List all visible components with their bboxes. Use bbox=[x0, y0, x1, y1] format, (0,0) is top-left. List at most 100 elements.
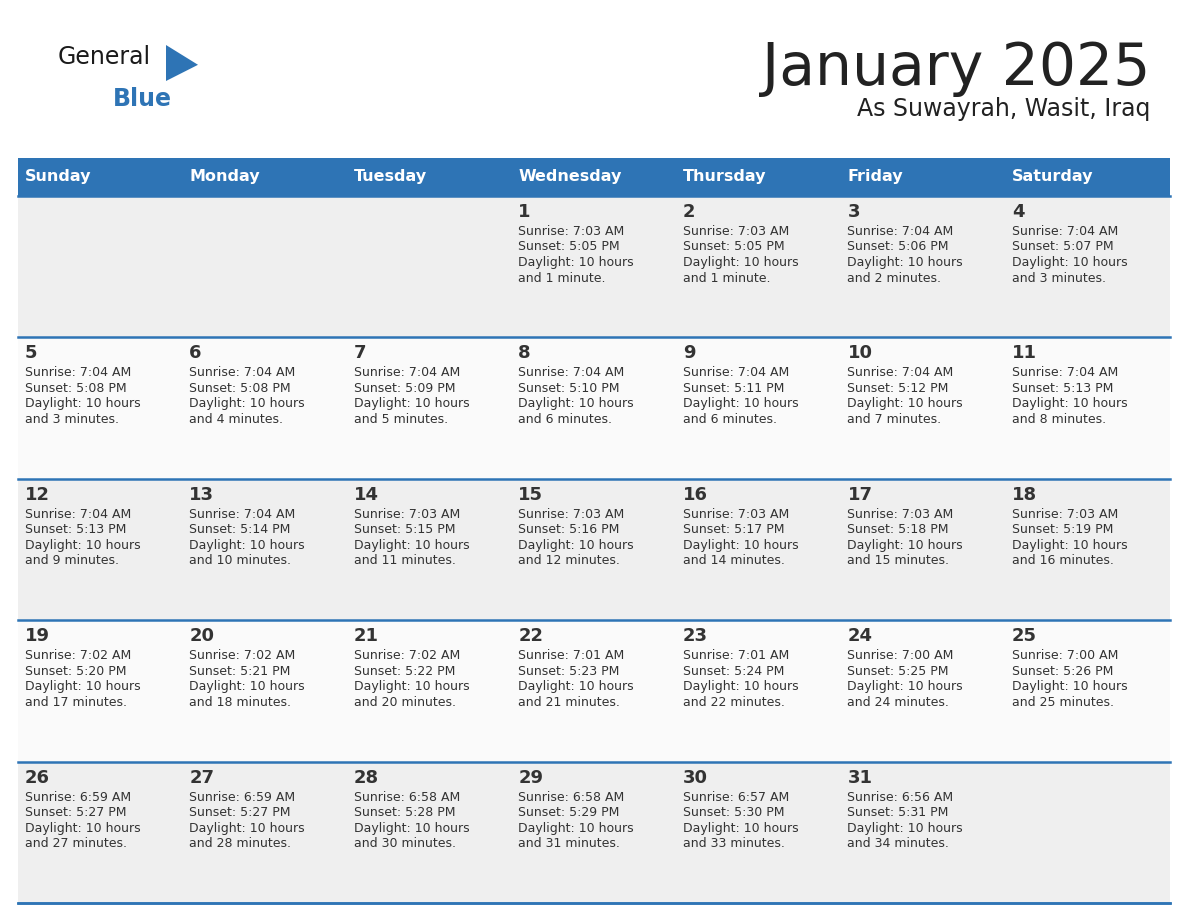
Text: Daylight: 10 hours: Daylight: 10 hours bbox=[25, 680, 140, 693]
Text: Sunrise: 7:04 AM: Sunrise: 7:04 AM bbox=[683, 366, 789, 379]
Text: and 27 minutes.: and 27 minutes. bbox=[25, 837, 127, 850]
Text: and 2 minutes.: and 2 minutes. bbox=[847, 272, 941, 285]
Text: and 7 minutes.: and 7 minutes. bbox=[847, 413, 942, 426]
Text: and 6 minutes.: and 6 minutes. bbox=[683, 413, 777, 426]
Text: and 33 minutes.: and 33 minutes. bbox=[683, 837, 785, 850]
Text: Daylight: 10 hours: Daylight: 10 hours bbox=[189, 822, 305, 834]
Text: Daylight: 10 hours: Daylight: 10 hours bbox=[189, 680, 305, 693]
Bar bbox=[18, 479, 1170, 621]
Text: Daylight: 10 hours: Daylight: 10 hours bbox=[847, 256, 963, 269]
Text: Sunrise: 7:04 AM: Sunrise: 7:04 AM bbox=[189, 508, 296, 521]
Text: Sunrise: 7:02 AM: Sunrise: 7:02 AM bbox=[25, 649, 131, 662]
Text: Sunset: 5:07 PM: Sunset: 5:07 PM bbox=[1012, 241, 1113, 253]
Text: and 16 minutes.: and 16 minutes. bbox=[1012, 554, 1114, 567]
Text: and 18 minutes.: and 18 minutes. bbox=[189, 696, 291, 709]
Text: Daylight: 10 hours: Daylight: 10 hours bbox=[683, 256, 798, 269]
Text: 29: 29 bbox=[518, 768, 543, 787]
Text: Tuesday: Tuesday bbox=[354, 170, 426, 185]
Text: and 3 minutes.: and 3 minutes. bbox=[1012, 272, 1106, 285]
Text: Daylight: 10 hours: Daylight: 10 hours bbox=[189, 539, 305, 552]
Text: Daylight: 10 hours: Daylight: 10 hours bbox=[1012, 256, 1127, 269]
Text: Sunset: 5:23 PM: Sunset: 5:23 PM bbox=[518, 665, 620, 677]
Text: Sunset: 5:06 PM: Sunset: 5:06 PM bbox=[847, 241, 949, 253]
Text: Sunset: 5:28 PM: Sunset: 5:28 PM bbox=[354, 806, 455, 819]
Text: and 22 minutes.: and 22 minutes. bbox=[683, 696, 785, 709]
Text: Sunrise: 6:58 AM: Sunrise: 6:58 AM bbox=[354, 790, 460, 803]
Text: Sunset: 5:09 PM: Sunset: 5:09 PM bbox=[354, 382, 455, 395]
Text: Sunset: 5:18 PM: Sunset: 5:18 PM bbox=[847, 523, 949, 536]
Text: Sunrise: 7:04 AM: Sunrise: 7:04 AM bbox=[1012, 225, 1118, 238]
Text: Sunrise: 7:04 AM: Sunrise: 7:04 AM bbox=[25, 508, 131, 521]
Text: and 4 minutes.: and 4 minutes. bbox=[189, 413, 283, 426]
Text: Daylight: 10 hours: Daylight: 10 hours bbox=[847, 397, 963, 410]
Text: 2: 2 bbox=[683, 203, 695, 221]
Text: Sunset: 5:26 PM: Sunset: 5:26 PM bbox=[1012, 665, 1113, 677]
Text: 12: 12 bbox=[25, 486, 50, 504]
Text: Sunrise: 7:03 AM: Sunrise: 7:03 AM bbox=[683, 508, 789, 521]
Text: 8: 8 bbox=[518, 344, 531, 363]
Text: and 15 minutes.: and 15 minutes. bbox=[847, 554, 949, 567]
Text: Sunset: 5:14 PM: Sunset: 5:14 PM bbox=[189, 523, 291, 536]
Text: Sunrise: 7:00 AM: Sunrise: 7:00 AM bbox=[847, 649, 954, 662]
Text: and 28 minutes.: and 28 minutes. bbox=[189, 837, 291, 850]
Text: 6: 6 bbox=[189, 344, 202, 363]
Text: 30: 30 bbox=[683, 768, 708, 787]
Text: 13: 13 bbox=[189, 486, 214, 504]
Text: Sunset: 5:24 PM: Sunset: 5:24 PM bbox=[683, 665, 784, 677]
Text: Blue: Blue bbox=[113, 87, 172, 111]
Text: Sunrise: 7:04 AM: Sunrise: 7:04 AM bbox=[847, 366, 954, 379]
Text: Daylight: 10 hours: Daylight: 10 hours bbox=[25, 539, 140, 552]
Text: and 9 minutes.: and 9 minutes. bbox=[25, 554, 119, 567]
Text: Daylight: 10 hours: Daylight: 10 hours bbox=[1012, 680, 1127, 693]
Text: Sunset: 5:22 PM: Sunset: 5:22 PM bbox=[354, 665, 455, 677]
Text: Sunrise: 7:03 AM: Sunrise: 7:03 AM bbox=[1012, 508, 1118, 521]
Text: and 31 minutes.: and 31 minutes. bbox=[518, 837, 620, 850]
Text: Thursday: Thursday bbox=[683, 170, 766, 185]
Text: 14: 14 bbox=[354, 486, 379, 504]
Text: Sunset: 5:25 PM: Sunset: 5:25 PM bbox=[847, 665, 949, 677]
Text: Sunset: 5:10 PM: Sunset: 5:10 PM bbox=[518, 382, 620, 395]
Text: Sunrise: 7:04 AM: Sunrise: 7:04 AM bbox=[847, 225, 954, 238]
Text: 18: 18 bbox=[1012, 486, 1037, 504]
Text: 23: 23 bbox=[683, 627, 708, 645]
Text: As Suwayrah, Wasit, Iraq: As Suwayrah, Wasit, Iraq bbox=[857, 97, 1150, 121]
Bar bbox=[18, 158, 1170, 196]
Text: Sunrise: 7:02 AM: Sunrise: 7:02 AM bbox=[354, 649, 460, 662]
Text: and 11 minutes.: and 11 minutes. bbox=[354, 554, 456, 567]
Text: 24: 24 bbox=[847, 627, 872, 645]
Text: Daylight: 10 hours: Daylight: 10 hours bbox=[847, 680, 963, 693]
Text: Daylight: 10 hours: Daylight: 10 hours bbox=[354, 397, 469, 410]
Text: 26: 26 bbox=[25, 768, 50, 787]
Text: Sunset: 5:20 PM: Sunset: 5:20 PM bbox=[25, 665, 126, 677]
Bar bbox=[18, 621, 1170, 762]
Text: Daylight: 10 hours: Daylight: 10 hours bbox=[25, 397, 140, 410]
Text: Wednesday: Wednesday bbox=[518, 170, 621, 185]
Text: Daylight: 10 hours: Daylight: 10 hours bbox=[354, 680, 469, 693]
Polygon shape bbox=[166, 45, 198, 81]
Text: 7: 7 bbox=[354, 344, 366, 363]
Text: 19: 19 bbox=[25, 627, 50, 645]
Text: General: General bbox=[58, 45, 151, 69]
Text: Sunrise: 7:03 AM: Sunrise: 7:03 AM bbox=[518, 225, 625, 238]
Text: 20: 20 bbox=[189, 627, 214, 645]
Text: Daylight: 10 hours: Daylight: 10 hours bbox=[354, 822, 469, 834]
Text: Sunrise: 7:02 AM: Sunrise: 7:02 AM bbox=[189, 649, 296, 662]
Text: Sunset: 5:16 PM: Sunset: 5:16 PM bbox=[518, 523, 620, 536]
Text: January 2025: January 2025 bbox=[762, 40, 1150, 97]
Text: Sunset: 5:13 PM: Sunset: 5:13 PM bbox=[25, 523, 126, 536]
Text: Daylight: 10 hours: Daylight: 10 hours bbox=[518, 680, 634, 693]
Text: Sunset: 5:27 PM: Sunset: 5:27 PM bbox=[189, 806, 291, 819]
Text: 10: 10 bbox=[847, 344, 872, 363]
Text: Sunrise: 7:04 AM: Sunrise: 7:04 AM bbox=[189, 366, 296, 379]
Text: Sunrise: 7:00 AM: Sunrise: 7:00 AM bbox=[1012, 649, 1118, 662]
Text: 28: 28 bbox=[354, 768, 379, 787]
Text: and 8 minutes.: and 8 minutes. bbox=[1012, 413, 1106, 426]
Text: Daylight: 10 hours: Daylight: 10 hours bbox=[683, 822, 798, 834]
Text: Sunset: 5:12 PM: Sunset: 5:12 PM bbox=[847, 382, 949, 395]
Text: Sunrise: 7:04 AM: Sunrise: 7:04 AM bbox=[1012, 366, 1118, 379]
Text: Sunrise: 7:03 AM: Sunrise: 7:03 AM bbox=[683, 225, 789, 238]
Text: Daylight: 10 hours: Daylight: 10 hours bbox=[1012, 397, 1127, 410]
Text: and 21 minutes.: and 21 minutes. bbox=[518, 696, 620, 709]
Text: Sunrise: 7:04 AM: Sunrise: 7:04 AM bbox=[25, 366, 131, 379]
Text: Sunset: 5:30 PM: Sunset: 5:30 PM bbox=[683, 806, 784, 819]
